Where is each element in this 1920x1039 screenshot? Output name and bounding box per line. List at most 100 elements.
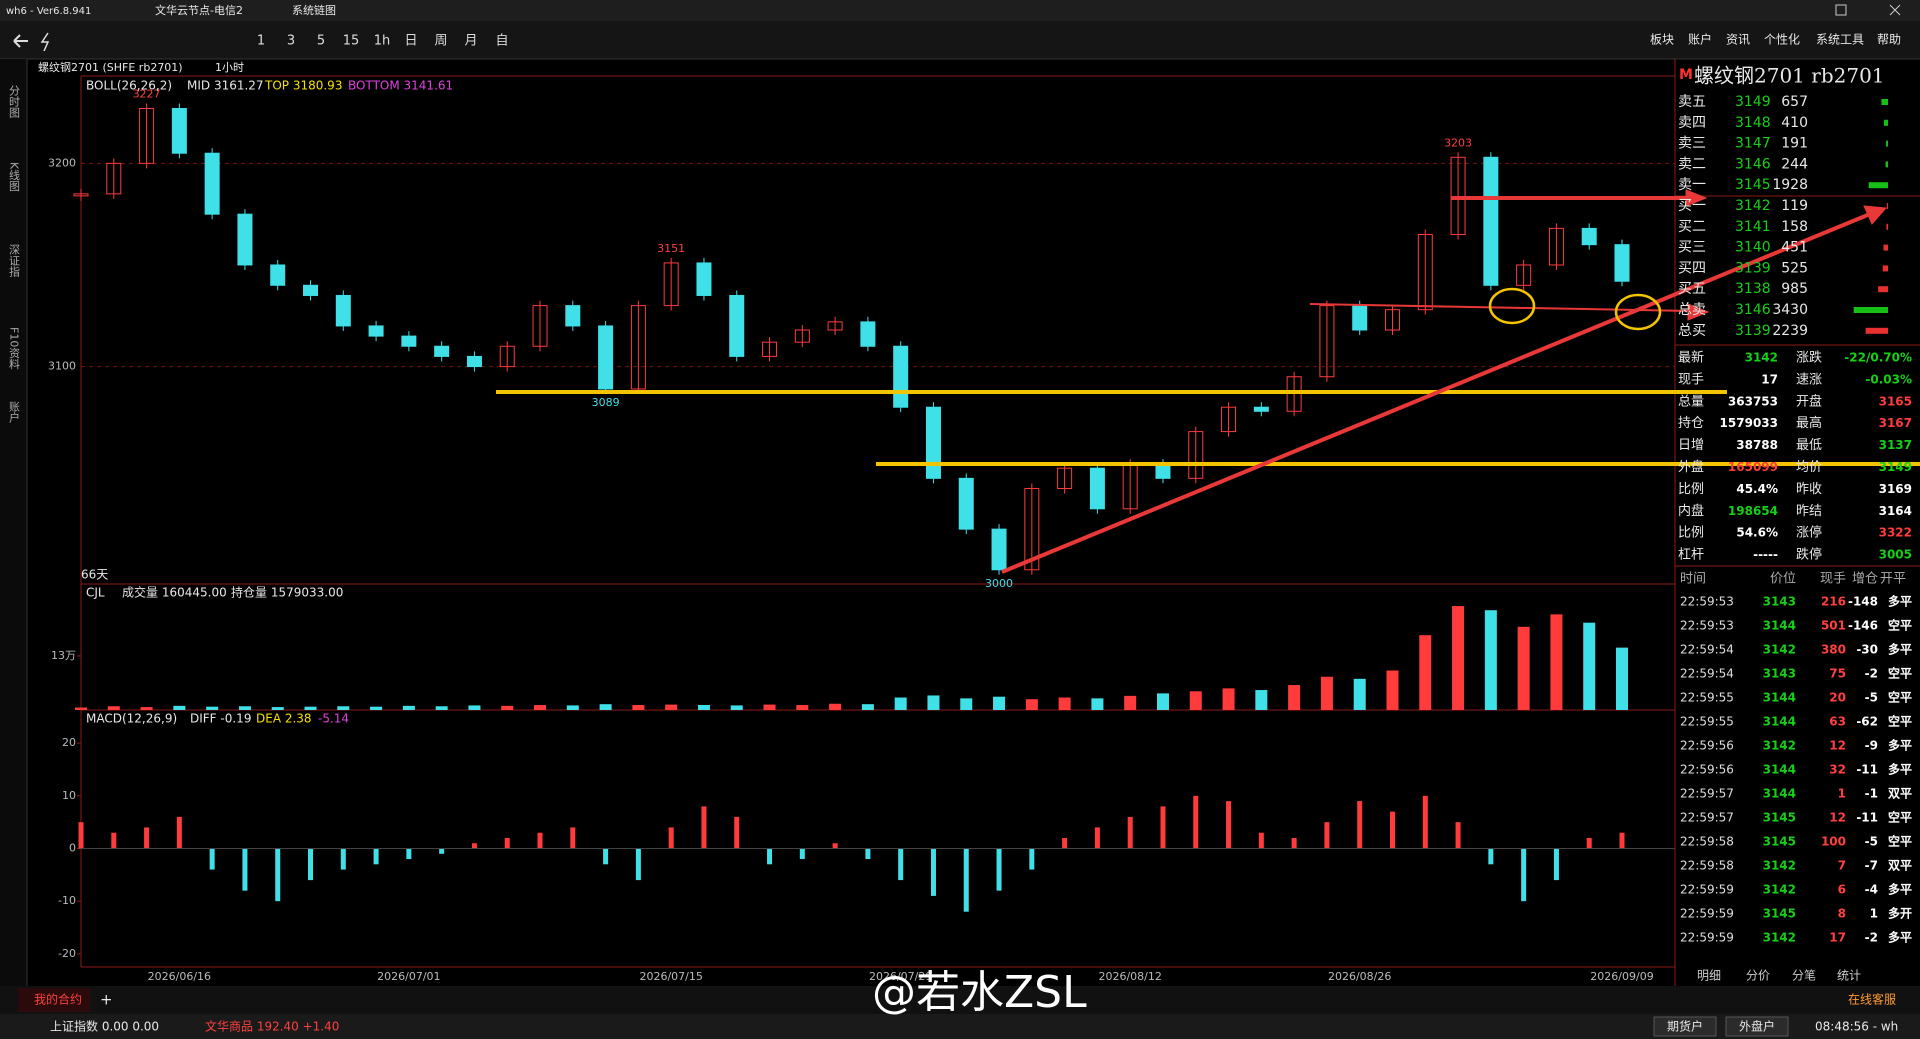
- trade-header: 价位: [1770, 572, 1796, 587]
- menu-item[interactable]: 系统链图: [292, 3, 336, 17]
- book-price: 3138: [1735, 281, 1771, 297]
- stat-value: 17: [1761, 372, 1778, 386]
- bar: [1291, 837, 1297, 849]
- bar: [1389, 811, 1395, 849]
- account-button-bg[interactable]: [1653, 1016, 1717, 1037]
- menu-item[interactable]: 板块: [1650, 33, 1674, 47]
- menu-item[interactable]: 资讯: [1726, 33, 1750, 47]
- candle: [532, 305, 548, 347]
- contract-tab[interactable]: 我的合约: [34, 992, 82, 1007]
- tab-bar: [0, 986, 1920, 1014]
- close-button[interactable]: [1889, 4, 1901, 16]
- trade-cell: 22:59:53: [1680, 619, 1734, 633]
- period-button[interactable]: 15: [343, 34, 360, 49]
- account-button[interactable]: 期货户: [1667, 1019, 1703, 1034]
- book-volume: 451: [1781, 240, 1808, 256]
- x-tick-label: 2026/07/29: [869, 970, 932, 983]
- book-price: 3140: [1735, 240, 1771, 256]
- trade-cell: -2: [1865, 931, 1878, 945]
- period-button[interactable]: 月: [464, 34, 477, 49]
- bar: [435, 706, 448, 710]
- bar: [144, 827, 150, 849]
- period-button[interactable]: 1h: [374, 34, 391, 49]
- period-select[interactable]: 1小时: [215, 61, 244, 74]
- trade-cell: 12: [1829, 739, 1846, 753]
- panel-tab[interactable]: 统计: [1837, 969, 1861, 983]
- bar: [340, 848, 346, 870]
- bar: [373, 848, 379, 865]
- volume-name[interactable]: CJL: [86, 586, 105, 600]
- period-button[interactable]: 自: [495, 34, 508, 49]
- account-button-bg[interactable]: [1725, 1016, 1789, 1037]
- trade-cell: 空平: [1888, 834, 1912, 849]
- add-tab[interactable]: +: [100, 991, 113, 1009]
- indicator-name[interactable]: BOLL(26,26,2): [86, 79, 172, 93]
- period-button[interactable]: 周: [434, 34, 447, 49]
- y-tick-label: -10: [58, 894, 76, 907]
- bar: [1255, 690, 1268, 710]
- side-tab[interactable]: F10资料: [8, 327, 21, 370]
- menu-item[interactable]: 帮助: [1877, 33, 1901, 47]
- y-tick-label: 3200: [48, 156, 76, 169]
- bar: [534, 705, 547, 710]
- bar: [271, 707, 284, 710]
- bar: [173, 705, 186, 710]
- menu-item[interactable]: 系统工具: [1816, 33, 1864, 47]
- bar: [176, 816, 182, 849]
- period-button[interactable]: 3: [287, 34, 295, 49]
- candle: [73, 193, 89, 197]
- menu-item[interactable]: 个性化: [1764, 33, 1800, 47]
- back-icon[interactable]: [13, 34, 28, 48]
- side-tab[interactable]: 分时图: [8, 85, 21, 119]
- bar: [1488, 848, 1494, 865]
- candle: [860, 321, 876, 347]
- y-tick-label: 13万: [51, 649, 76, 662]
- account-button[interactable]: 外盘户: [1739, 1019, 1775, 1034]
- candle: [466, 355, 482, 368]
- period-button[interactable]: 1: [257, 34, 265, 49]
- index-wh: 文华商品 192.40 +1.40: [205, 1019, 339, 1034]
- candle: [1352, 305, 1368, 331]
- x-tick-label: 2026/08/12: [1098, 970, 1161, 983]
- x-tick-label: 2026/06/16: [148, 970, 211, 983]
- macd-value: -5.14: [318, 712, 349, 726]
- stat-value: 3167: [1879, 416, 1912, 430]
- book-volume: 985: [1781, 281, 1808, 297]
- bar: [767, 848, 773, 865]
- tool-icon[interactable]: [40, 32, 50, 52]
- contract-tab-bg[interactable]: [18, 988, 90, 1012]
- peak-label: 3000: [985, 577, 1013, 590]
- trade-cell: 22:59:54: [1680, 667, 1734, 681]
- candle: [1155, 463, 1171, 479]
- panel-tab[interactable]: 明细: [1697, 969, 1721, 983]
- macd-name[interactable]: MACD(12,26,9): [86, 712, 177, 726]
- book-label: 卖三: [1678, 136, 1706, 152]
- book-volume: 1928: [1772, 177, 1808, 193]
- candle: [139, 108, 155, 164]
- book-volume: 2239: [1772, 323, 1808, 339]
- y-tick-label: 20: [62, 736, 76, 749]
- side-tab[interactable]: 深证指: [8, 244, 21, 278]
- menu-item[interactable]: 账户: [1688, 32, 1712, 47]
- candle: [991, 528, 1007, 571]
- bar: [701, 806, 707, 849]
- restore-button[interactable]: [1835, 4, 1847, 16]
- y-tick-label: 0: [69, 842, 76, 855]
- annotations: [496, 189, 1920, 574]
- bar: [1455, 822, 1461, 849]
- book-bar: [1882, 265, 1888, 272]
- candle: [729, 294, 745, 357]
- book-bar: [1881, 99, 1888, 105]
- book-price: 3139: [1735, 260, 1771, 276]
- side-tab[interactable]: K线图: [8, 162, 21, 192]
- period-button[interactable]: 日: [404, 34, 417, 49]
- candle: [204, 152, 220, 215]
- service[interactable]: 在线客服: [1848, 992, 1896, 1007]
- stat-label: 外盘: [1678, 459, 1704, 475]
- panel-tab[interactable]: 分价: [1746, 969, 1770, 983]
- flag: M: [1679, 67, 1693, 83]
- panel-tab[interactable]: 分笔: [1792, 968, 1816, 983]
- side-tab[interactable]: 账户: [8, 401, 21, 424]
- period-button[interactable]: 5: [317, 34, 325, 49]
- book-volume: 657: [1781, 94, 1808, 110]
